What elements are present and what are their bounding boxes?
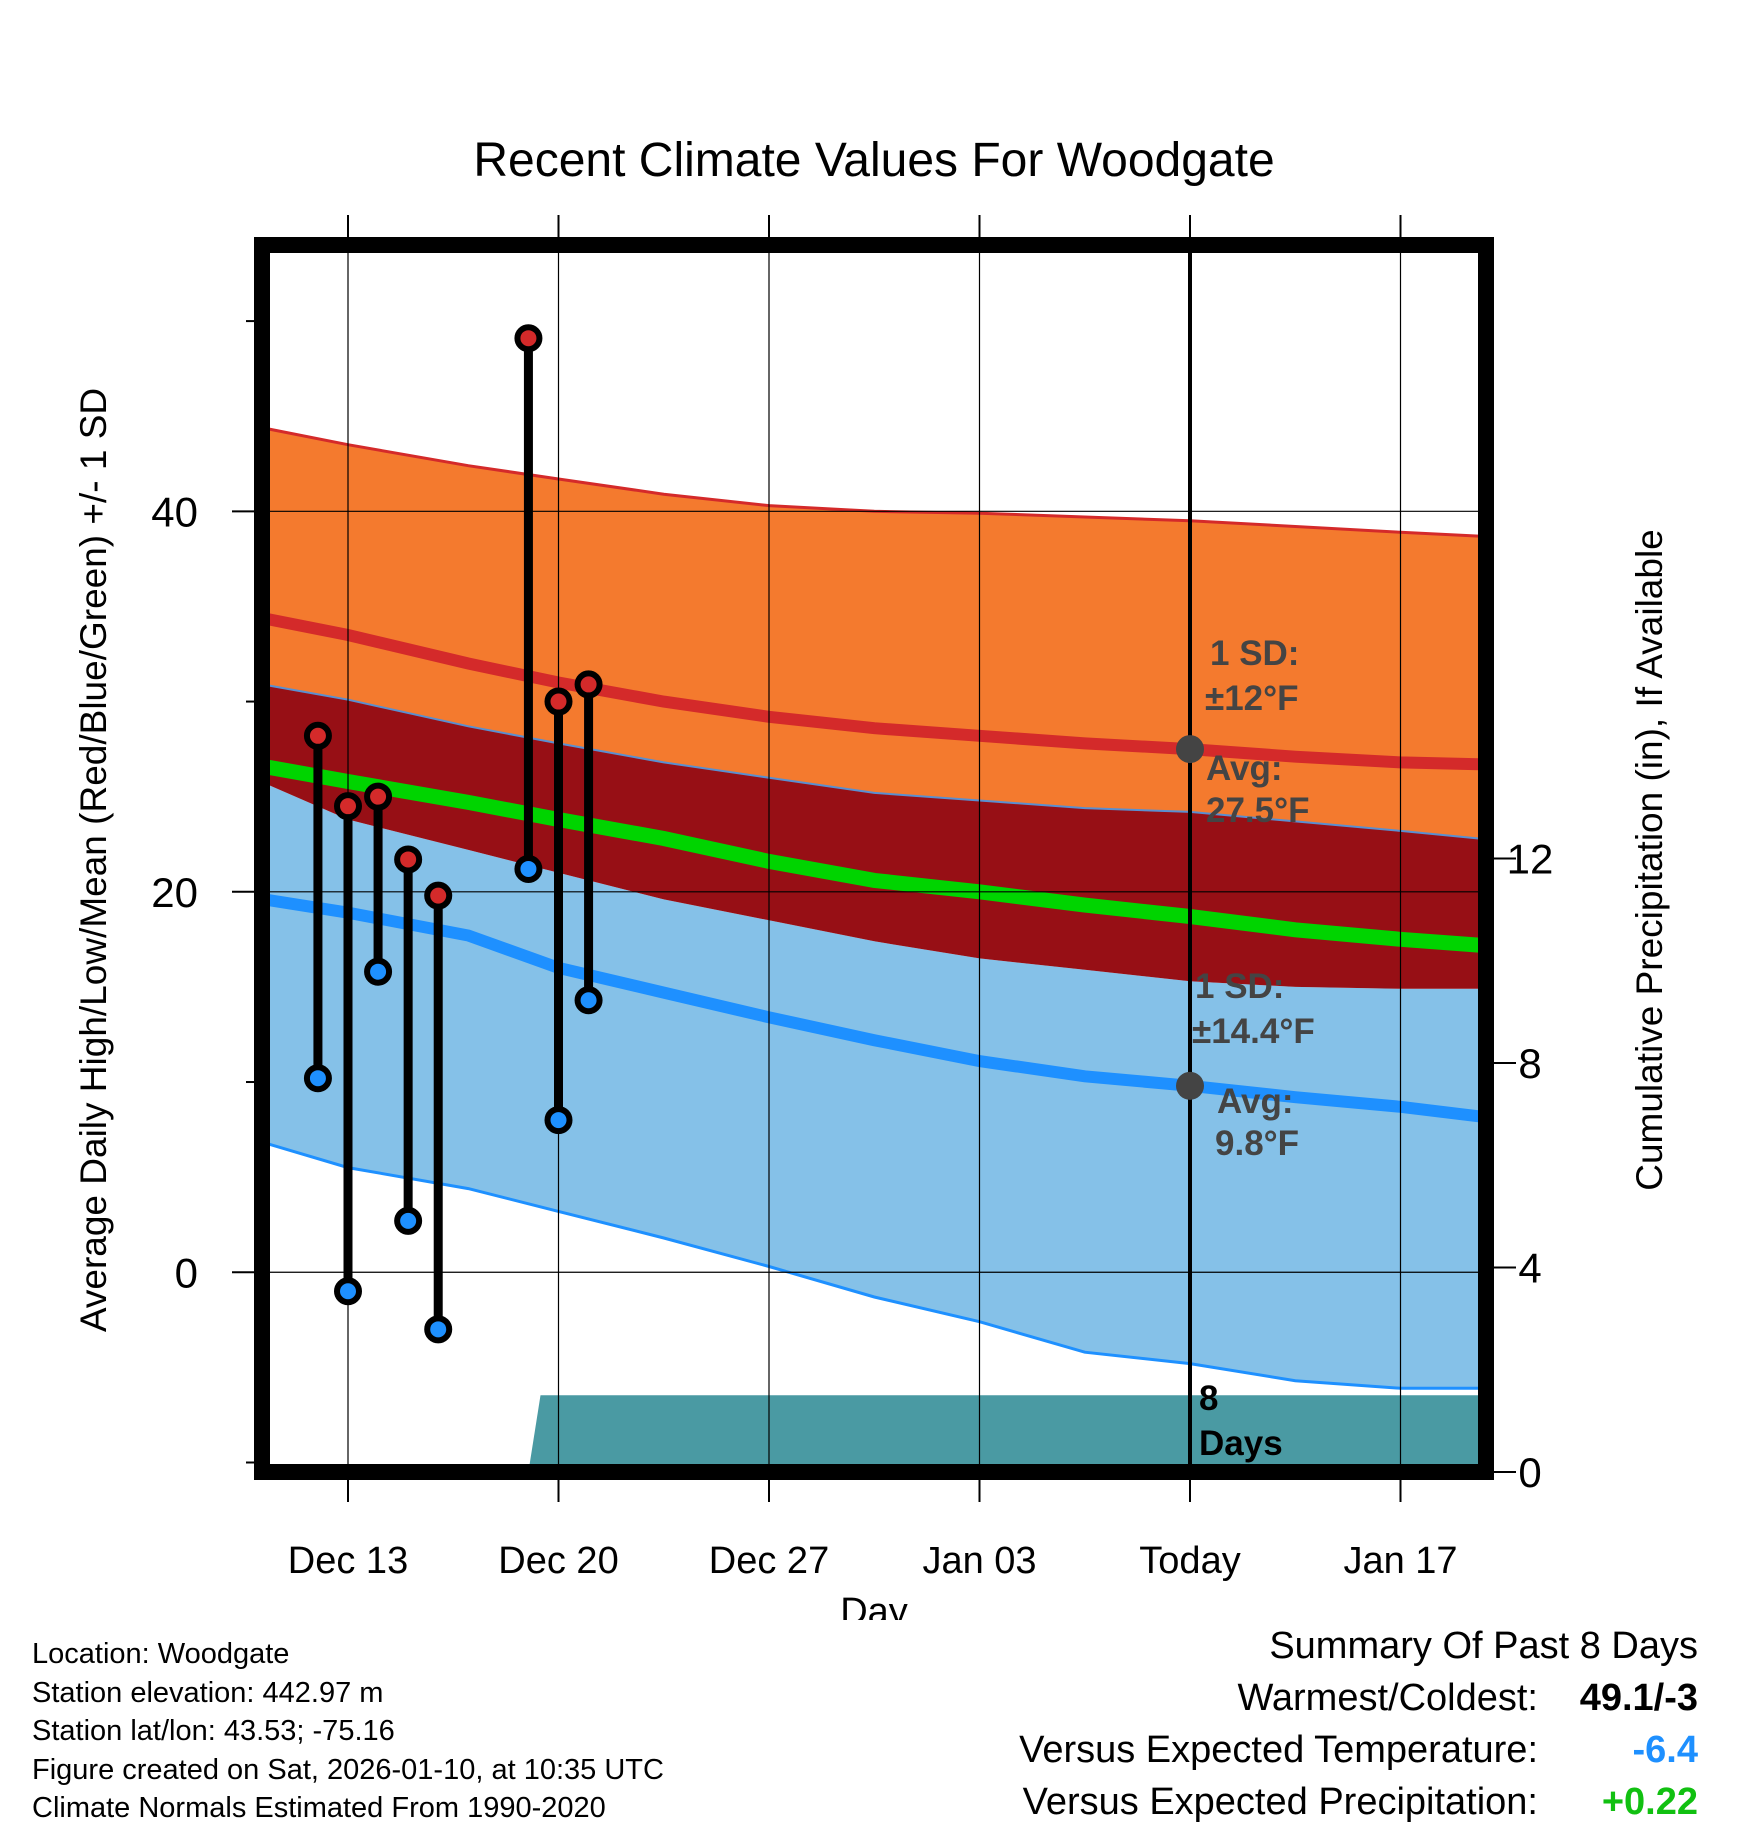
warm-cold-label: Warmest/Coldest: <box>1237 1677 1538 1719</box>
high-sd-band <box>262 427 1479 839</box>
x-tick-label: Today <box>1139 1540 1240 1582</box>
warm-cold-value: 49.1/-3 <box>1579 1677 1698 1719</box>
low-avg-value: 9.8°F <box>1215 1124 1299 1163</box>
x-tick-label: Dec 27 <box>709 1540 829 1582</box>
y-tick-label: 0 <box>175 1249 198 1296</box>
y2-axis-label: Cumulative Precipitation (in), If Availa… <box>1629 529 1670 1191</box>
x-tick-label: Dec 20 <box>498 1540 618 1582</box>
latlon-text: Station lat/lon: 43.53; -75.16 <box>32 1715 395 1747</box>
obs-high-point <box>544 687 573 716</box>
elevation-text: Station elevation: 442.97 m <box>32 1676 384 1709</box>
y2-tick-label: 8 <box>1518 1040 1541 1087</box>
obs-high-point <box>424 881 453 910</box>
y2-tick-label: 0 <box>1518 1449 1541 1496</box>
obs-low-point <box>574 986 603 1015</box>
low-sd-value: ±14.4°F <box>1192 1012 1315 1051</box>
y-tick-label: 40 <box>151 488 198 535</box>
climate-chart: Recent Climate Values For Woodgate 1 SD:… <box>73 134 1670 1620</box>
obs-low-point <box>334 1277 362 1306</box>
obs-low-point <box>544 1106 573 1135</box>
high-sd-value: ±12°F <box>1205 679 1299 718</box>
obs-low-point <box>394 1206 423 1235</box>
y-tick-label: 20 <box>151 869 198 916</box>
high-avg-value: 27.5°F <box>1206 791 1310 830</box>
station-info: Location: Woodgate Station elevation: 44… <box>32 1635 664 1828</box>
obs-high-point <box>394 845 423 874</box>
days-label: Days <box>1199 1424 1283 1463</box>
high-avg-label: Avg: <box>1206 749 1282 788</box>
obs-low-point <box>303 1064 332 1093</box>
axes: 0 20 40 0 4 8 12 Dec 13 Dec 20 Dec 27 Jan 03 Today J… <box>151 215 1553 1582</box>
normal-low-line <box>262 893 1480 1123</box>
normal-mean-line <box>262 758 1480 953</box>
summary-panel: Summary Of Past 8 Days Warmest/Coldest: 4… <box>898 1625 1698 1833</box>
today-low-avg-marker <box>1176 1071 1204 1100</box>
normal-high-line <box>262 611 1479 771</box>
low-avg-label: Avg: <box>1217 1082 1293 1121</box>
obs-low-point <box>364 957 393 986</box>
high-sd-label: 1 SD: <box>1210 634 1299 673</box>
created-text: Figure created on Sat, 2026-01-10, at 10… <box>32 1753 664 1786</box>
obs-high-point <box>303 721 332 750</box>
x-tick-label: Jan 03 <box>922 1540 1036 1582</box>
today-high-avg-marker <box>1176 735 1204 764</box>
obs-low-point <box>514 854 543 883</box>
y2-tick-label: 12 <box>1507 836 1554 883</box>
obs-high-point <box>514 324 543 353</box>
low-lower-line <box>262 1140 1479 1390</box>
chart-title: Recent Climate Values For Woodgate <box>473 134 1274 187</box>
precip-area <box>528 1395 1486 1472</box>
x-tick-label: Jan 17 <box>1343 1540 1457 1582</box>
obs-low-point <box>424 1315 453 1344</box>
obs-high-point <box>574 670 603 699</box>
summary-title: Summary Of Past 8 Days <box>1269 1625 1698 1667</box>
high-lower-line <box>262 683 1479 840</box>
precip-deviation-label: Versus Expected Precipitation: <box>1022 1781 1538 1823</box>
precip-deviation-value: +0.22 <box>1601 1781 1698 1823</box>
low-sd-band <box>262 782 1479 1389</box>
obs-high-point <box>334 792 362 821</box>
temp-deviation-value: -6.4 <box>1632 1729 1698 1771</box>
temp-deviation-label: Versus Expected Temperature: <box>1019 1729 1538 1771</box>
location-text: Location: Woodgate <box>32 1638 290 1670</box>
normals-text: Climate Normals Estimated From 1990-2020 <box>32 1792 606 1824</box>
days-count: 8 <box>1199 1379 1218 1418</box>
obs-high-point <box>364 782 393 811</box>
x-tick-label: Dec 13 <box>288 1540 408 1582</box>
y-axis-label: Average Daily High/Low/Mean (Red/Blue/Gr… <box>73 388 114 1332</box>
x-axis-label: Day <box>840 1591 908 1620</box>
low-sd-label: 1 SD: <box>1195 967 1284 1006</box>
y2-tick-label: 4 <box>1518 1245 1541 1292</box>
